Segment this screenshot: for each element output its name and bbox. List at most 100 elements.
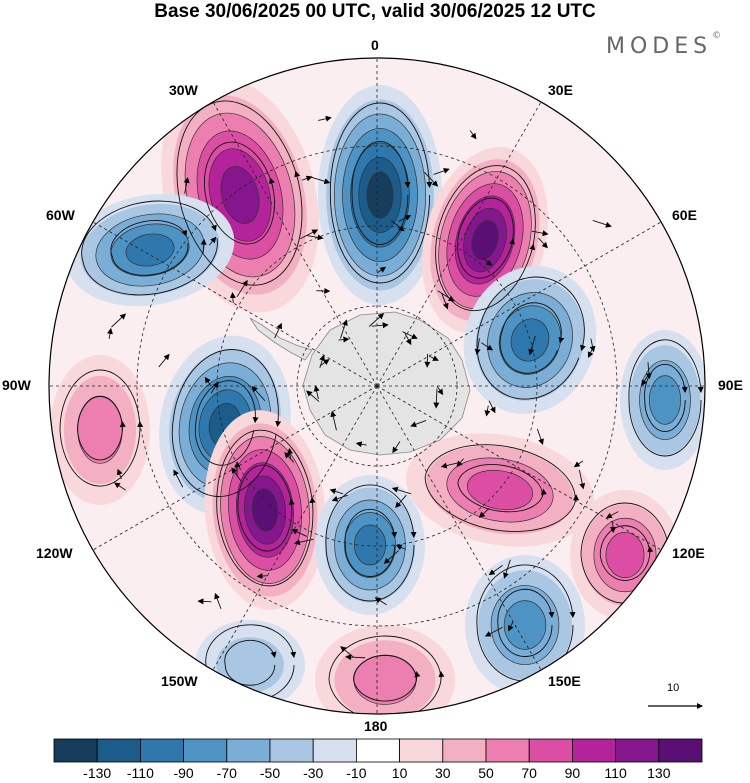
flow-arrow	[528, 335, 536, 356]
streamline	[351, 140, 411, 245]
meridian-line	[91, 220, 378, 387]
flow-arrow	[340, 319, 348, 339]
flow-arrow	[355, 441, 367, 448]
anomaly-low-90e	[620, 330, 705, 470]
anomaly-contour	[366, 171, 394, 219]
anomaly-contour	[605, 532, 645, 578]
colorbar-tick-label: 30	[435, 765, 451, 781]
flow-arrow	[609, 521, 616, 533]
flow-arrow	[398, 215, 412, 222]
flow-arrow	[329, 488, 344, 495]
colorbar-swatch	[183, 738, 228, 763]
flow-arrow	[488, 565, 503, 576]
flow-arrow	[433, 388, 440, 409]
anomaly-high-180	[315, 625, 455, 714]
flow-arrow	[483, 258, 493, 266]
streamline	[171, 349, 282, 497]
circulation-streamlines	[205, 624, 297, 702]
colorbar-tick-label: -90	[173, 765, 194, 781]
streamline	[457, 464, 547, 513]
flow-arrow	[395, 544, 407, 551]
colorbar-swatch	[139, 738, 184, 763]
meridian-line	[376, 385, 543, 672]
streamline	[325, 484, 417, 602]
flow-arrow	[183, 176, 190, 194]
lon-label-30e: 30E	[548, 82, 573, 98]
flow-arrow	[538, 237, 548, 249]
lon-label-90e: 90E	[718, 377, 743, 393]
meridian-line	[376, 220, 663, 387]
anomaly-contour	[466, 469, 534, 511]
streamline	[176, 100, 303, 286]
lon-label-90w: 90W	[2, 377, 31, 393]
colorbar-tick-label: 130	[647, 765, 671, 781]
flow-arrow	[469, 130, 477, 140]
streamline	[628, 339, 704, 457]
flow-arrow	[111, 313, 127, 328]
flow-arrow	[645, 362, 652, 380]
flow-arrow	[531, 230, 549, 237]
lon-label-120e: 120E	[672, 545, 705, 561]
colorbar-swatch	[528, 738, 573, 763]
lon-label-60e: 60E	[672, 207, 697, 223]
anomaly-low-0	[318, 85, 442, 305]
flow-arrow	[573, 460, 584, 468]
brand-logo: MODES©	[606, 31, 722, 59]
flow-arrow	[229, 292, 236, 304]
flow-arrow	[503, 559, 511, 579]
circulation-streamlines	[216, 429, 316, 587]
colorbar-tick-label: 70	[521, 765, 537, 781]
streamline	[59, 369, 144, 487]
streamline	[424, 444, 580, 532]
meridian-line	[376, 385, 663, 552]
colorbar-swatch	[355, 738, 400, 763]
flow-arrow	[301, 175, 313, 182]
flow-arrow	[158, 353, 170, 368]
anomaly-low-150w	[315, 475, 425, 615]
streamline	[194, 380, 259, 466]
circulation-streamlines	[176, 100, 303, 286]
flow-arrow	[300, 229, 319, 240]
flow-arrow	[536, 428, 544, 446]
flow-arrow	[231, 467, 242, 482]
flow-arrow	[374, 597, 387, 606]
circulation-streamlines	[628, 339, 704, 457]
streamline	[205, 624, 297, 702]
flow-arrow	[107, 327, 113, 339]
flow-arrow	[331, 494, 348, 502]
streamline	[77, 395, 126, 461]
flow-arrow	[484, 626, 503, 637]
flow-arrow	[371, 322, 389, 329]
meridian-line	[211, 100, 378, 387]
flow-arrow	[376, 266, 387, 274]
flow-arrow	[587, 347, 594, 358]
streamline	[497, 588, 555, 657]
map-title: Base 30/06/2025 00 UTC, valid 30/06/2025…	[154, 1, 596, 22]
colorbar-swatch	[399, 738, 444, 763]
streamline	[81, 200, 218, 296]
streamline	[457, 197, 515, 279]
latitude-circle	[216, 225, 538, 547]
flow-arrow	[392, 441, 401, 454]
flow-arrow	[319, 354, 326, 369]
colorbar-tick-label: -130	[83, 765, 112, 781]
colorbar-tick-label: 10	[391, 765, 408, 781]
colorbar-swatch	[96, 738, 141, 763]
lon-label-30w: 30W	[169, 82, 198, 98]
flow-arrow	[368, 313, 385, 327]
colorbar-swatch	[658, 738, 703, 763]
circulation-streamlines	[476, 276, 586, 400]
colorbar-tick-label: -30	[303, 765, 324, 781]
streamline	[499, 302, 565, 374]
lon-label-150e: 150E	[548, 673, 581, 689]
circulation-streamlines	[81, 200, 218, 296]
flow-arrow	[338, 336, 350, 343]
graticule	[49, 58, 705, 714]
flow-arrow	[484, 405, 491, 417]
flow-arrow	[236, 279, 248, 298]
flow-arrow	[306, 234, 324, 241]
colorbar-swatch	[226, 738, 271, 763]
flow-arrow	[428, 355, 439, 361]
anomaly-contour	[353, 524, 387, 566]
